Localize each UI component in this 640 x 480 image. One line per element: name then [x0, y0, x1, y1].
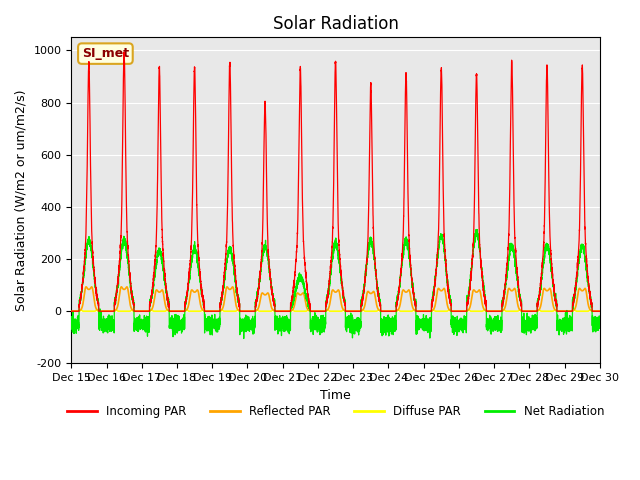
- Title: Solar Radiation: Solar Radiation: [273, 15, 399, 33]
- Legend: Incoming PAR, Reflected PAR, Diffuse PAR, Net Radiation: Incoming PAR, Reflected PAR, Diffuse PAR…: [62, 400, 609, 423]
- Text: SI_met: SI_met: [82, 47, 129, 60]
- X-axis label: Time: Time: [320, 389, 351, 402]
- Y-axis label: Solar Radiation (W/m2 or um/m2/s): Solar Radiation (W/m2 or um/m2/s): [15, 90, 28, 311]
